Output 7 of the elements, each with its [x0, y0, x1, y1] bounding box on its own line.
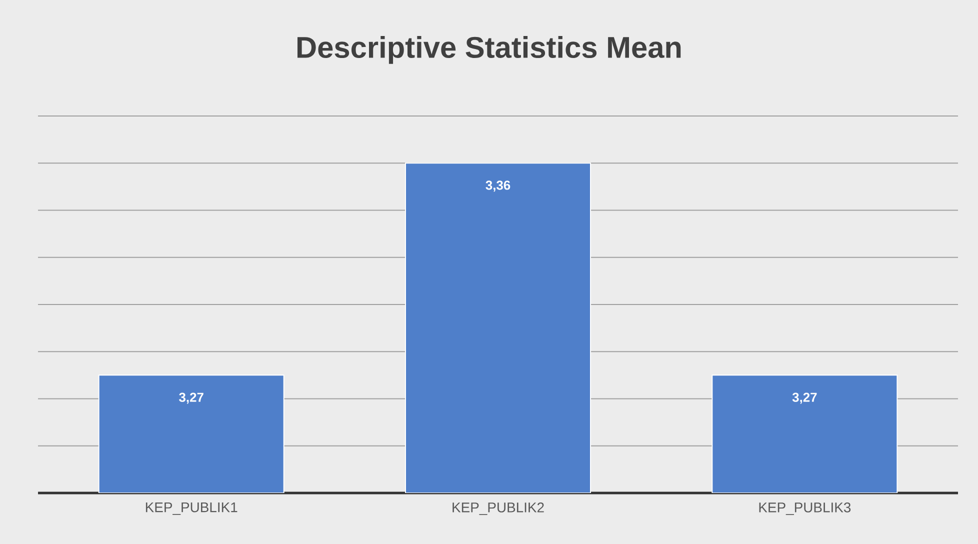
data-label: 3,27 — [792, 392, 817, 404]
data-label: 3,27 — [179, 392, 204, 404]
chart-title: Descriptive Statistics Mean — [297, 36, 681, 64]
x-tick-label: KEP_PUBLIK3 — [759, 502, 851, 516]
x-tick-label: KEP_PUBLIK2 — [452, 502, 544, 516]
data-label: 3,36 — [486, 180, 510, 192]
x-tick-label: KEP_PUBLIK1 — [146, 502, 238, 515]
